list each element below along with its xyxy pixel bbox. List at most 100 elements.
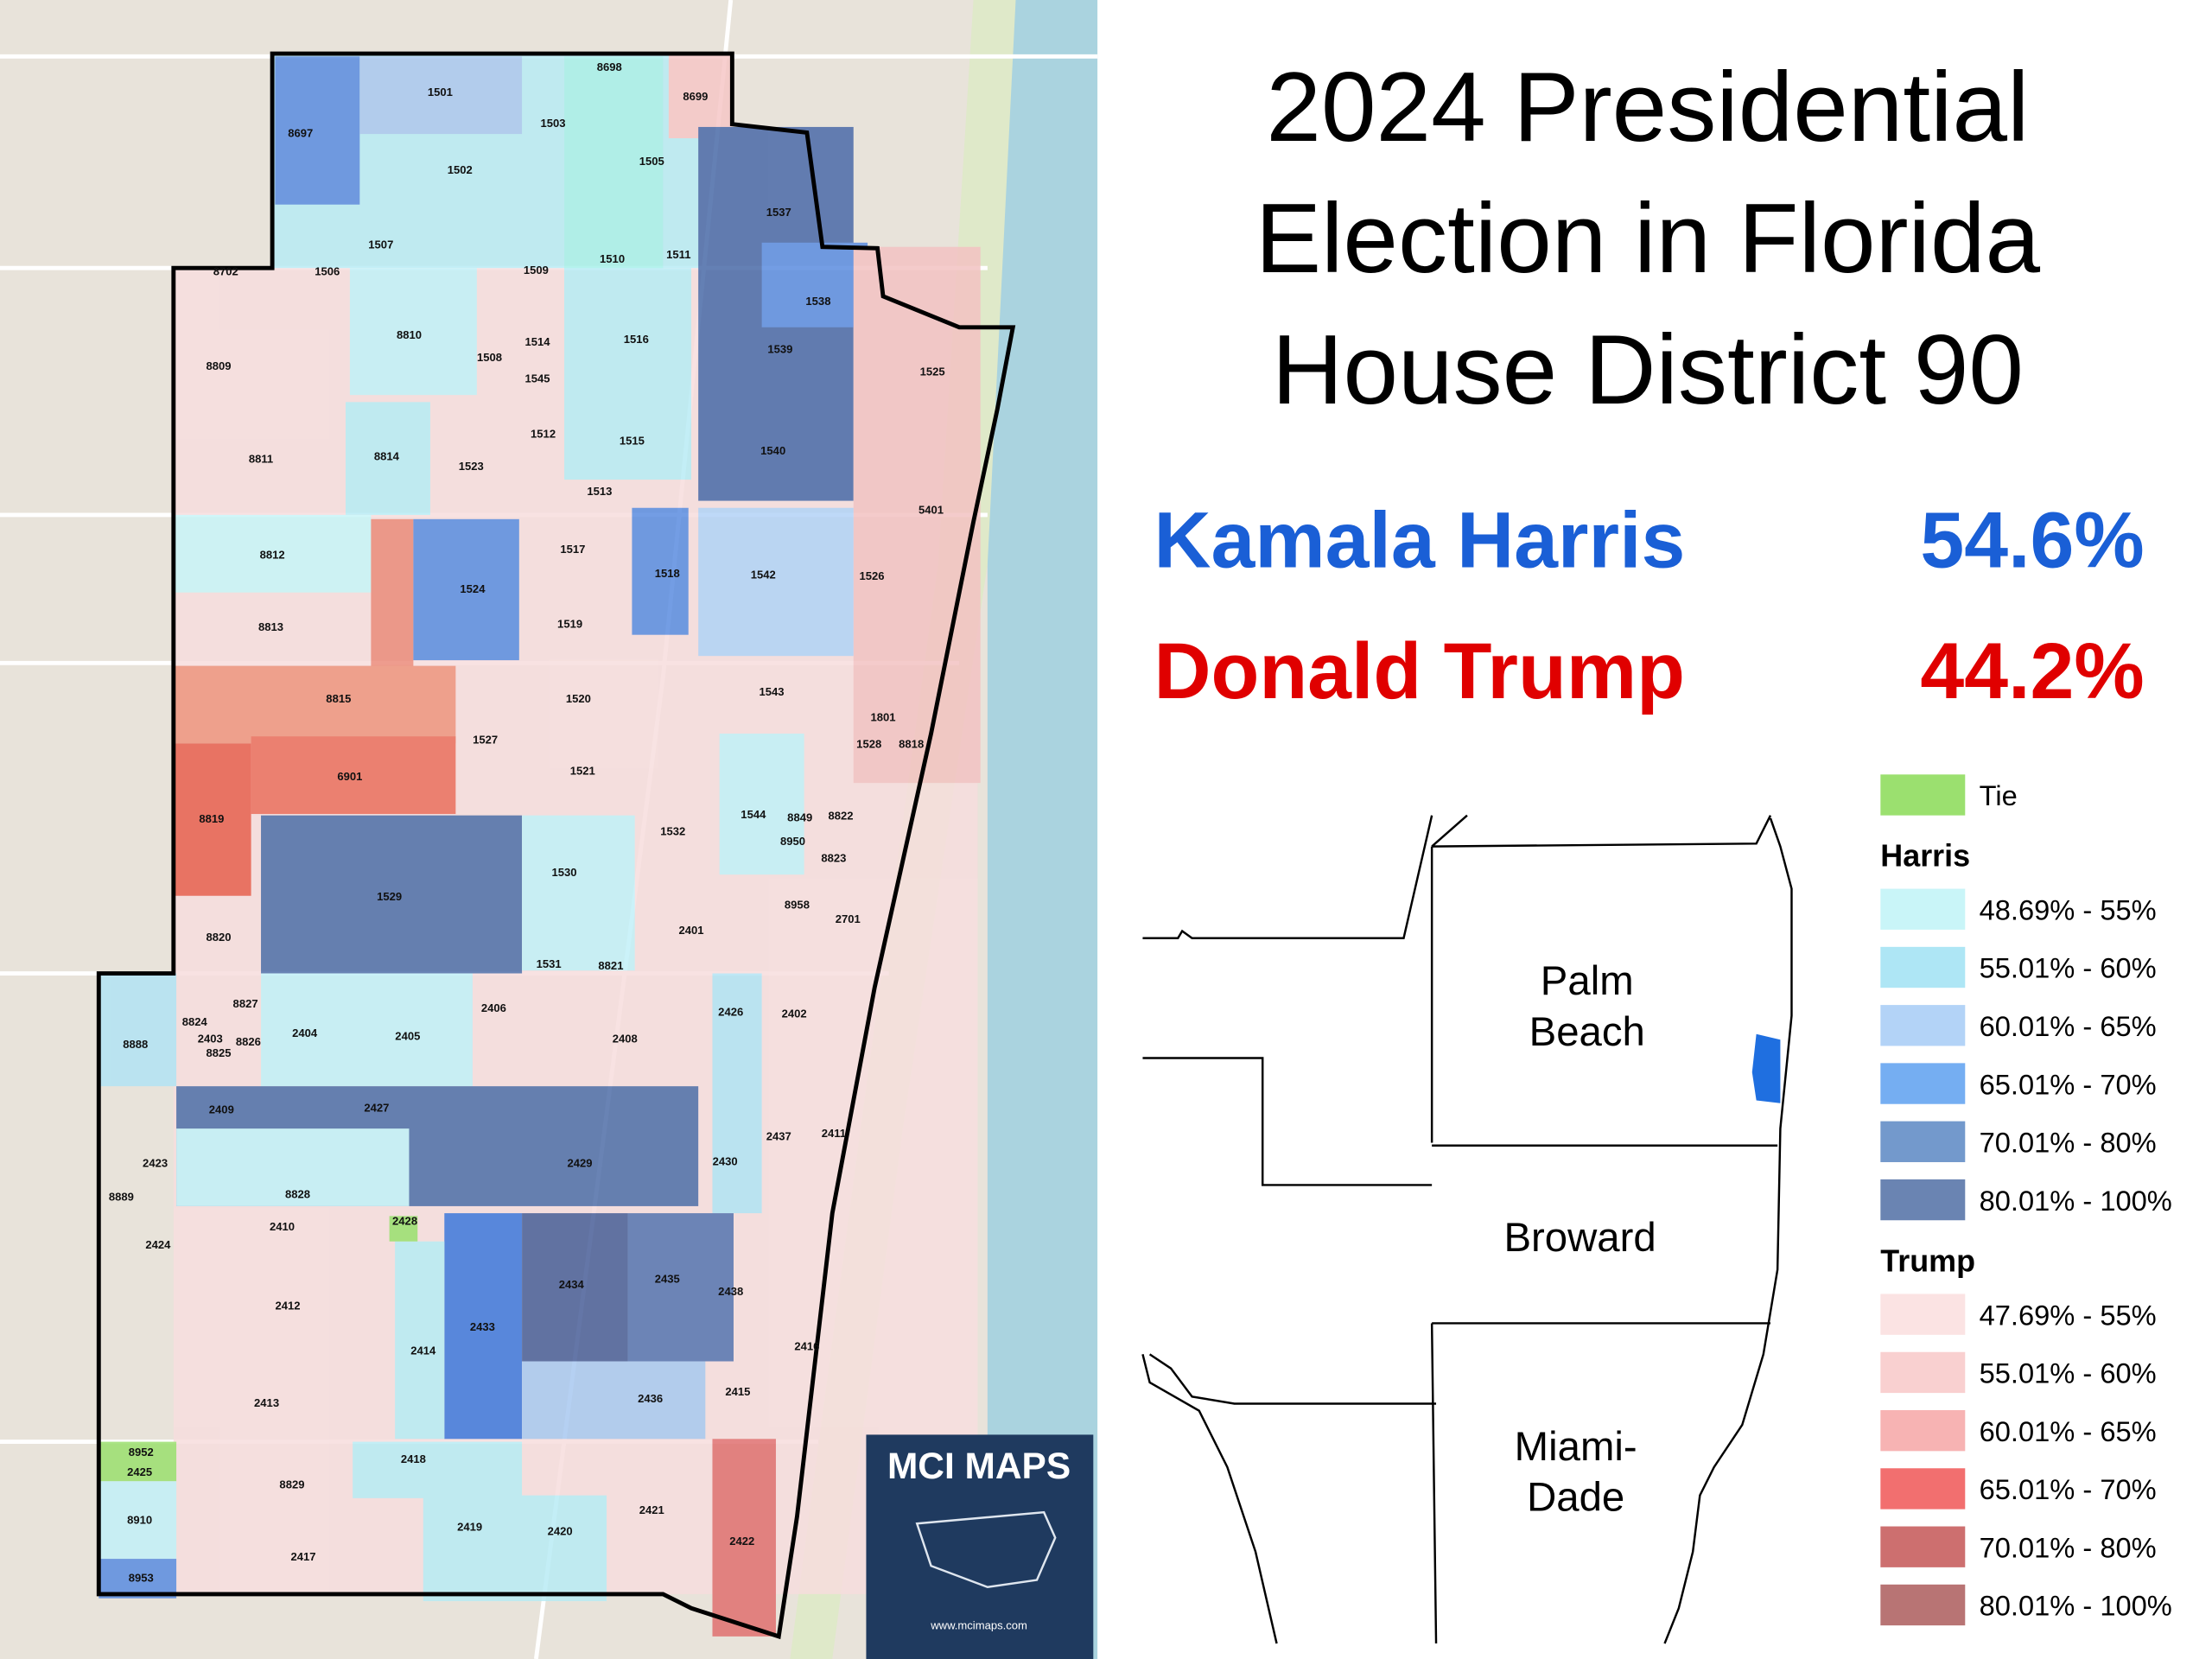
precinct-label: 2434 [559,1278,585,1291]
precinct-label: 2417 [291,1550,316,1563]
precinct-label: 1502 [448,163,473,176]
precinct-label: 8824 [182,1015,208,1028]
precinct-label: 1521 [570,765,595,778]
legend-label: 80.01% - 100% [1980,1590,2172,1622]
precinct-label: 8828 [285,1187,310,1200]
legend-heading: Trump [1880,1243,1975,1278]
precinct-label: 2429 [568,1156,593,1169]
legend-swatch [1880,1351,1966,1394]
legend-swatch [1880,1121,1966,1162]
precinct-label: 1530 [552,866,577,879]
precinct-label: 2426 [718,1006,743,1019]
precinct-label: 8702 [213,265,238,278]
precinct-label: 2410 [270,1220,295,1233]
legend-label: 55.01% - 60% [1980,1357,2157,1389]
precinct-label: 8889 [109,1191,134,1204]
legend-label: 70.01% - 80% [1980,1531,2157,1563]
precinct-label: 8812 [260,549,285,562]
legend-swatch [1880,1584,1966,1626]
legend-label: 70.01% - 80% [1980,1127,2157,1159]
precinct-label: 1503 [540,117,565,130]
precinct-label: 1532 [660,825,685,838]
precinct-label: 1514 [525,335,551,348]
precinct-label: 8825 [207,1046,232,1059]
precinct-label: 6901 [337,770,362,783]
legend-label: 60.01% - 65% [1980,1010,2157,1042]
precinct-label: 8829 [279,1478,304,1491]
legend-swatch [1880,946,1966,988]
precinct-label: 1507 [368,238,393,251]
precinct-label: 2701 [836,912,861,925]
precinct-label: 2425 [127,1465,152,1478]
precinct-label: 1543 [760,685,785,698]
title-line: 2024 Presidential [1266,53,2029,162]
precinct-label: 1801 [871,710,896,723]
precinct-labels: 1501 8698 8699 8697 1503 1502 1505 1537 1510 1511… [109,60,945,1585]
precinct-label: 2436 [638,1392,663,1405]
results: Kamala Harris 54.6% Donald Trump 44.2% [1154,496,2145,715]
precinct-label: 1544 [741,808,766,821]
candidate-percent: 54.6% [1920,496,2144,584]
precinct-label: 2435 [655,1272,680,1285]
precinct-label: 1508 [477,351,502,364]
legend-swatch [1880,1410,1966,1452]
precinct-label: 8826 [236,1035,261,1048]
precinct-label: 8697 [288,127,313,140]
precinct-label: 1531 [537,957,562,970]
precinct-label: 8820 [207,931,232,944]
precinct-label: 8950 [780,835,805,848]
precinct-label: 8815 [326,692,351,705]
precinct-label: 2403 [198,1033,223,1046]
precinct-label: 8953 [129,1571,154,1584]
precinct-label: 1524 [460,582,486,595]
precinct-label: 8888 [123,1038,148,1051]
precinct-label: 1510 [600,252,625,265]
precinct-label: 1538 [805,295,830,308]
precinct-label: 1513 [587,485,612,498]
county-label: Miami- [1515,1424,1637,1470]
precinct-label: 2418 [401,1452,426,1465]
legend-label: 65.01% - 70% [1980,1068,2157,1100]
legend-swatch [1880,774,1966,816]
precinct-label: 8698 [597,60,622,73]
precinct-label: 2424 [145,1238,171,1251]
precinct-label: 8818 [899,737,924,750]
precinct-label: 1509 [524,264,549,276]
logo-url: www.mcimaps.com [930,1619,1027,1632]
precinct-label: 1527 [473,734,498,747]
precinct-label: 2413 [254,1396,279,1409]
precinct-label: 1529 [377,890,402,903]
precinct-label: 1517 [560,543,585,556]
precinct-label: 8822 [829,810,854,823]
precinct-label: 2438 [718,1285,743,1298]
county-label: Dade [1527,1475,1624,1521]
precinct-label: 1526 [859,569,884,582]
precinct-label: 8958 [785,899,810,912]
county-label: Beach [1529,1009,1645,1055]
legend-swatch [1880,1005,1966,1046]
precinct-label: 1511 [666,248,690,261]
precinct-label: 8811 [249,453,273,466]
florida-inset [1141,814,1793,1644]
precinct-label: 2401 [678,924,703,937]
legend-swatch [1880,1526,1966,1567]
info-panel [1097,0,2212,1659]
county-label: Broward [1503,1215,1656,1261]
precinct-label: 1506 [315,265,340,278]
precinct-label: 2428 [392,1214,417,1227]
precinct-label: 2437 [766,1129,791,1142]
precinct-label: 1540 [760,444,785,457]
candidate-name: Kamala Harris [1154,496,1686,584]
legend-swatch [1880,1179,1966,1221]
precinct-label: 2406 [481,1001,506,1014]
legend-swatch [1880,888,1966,930]
legend-heading: Harris [1880,837,1970,873]
precinct-label: 2421 [639,1503,664,1516]
legend-swatch [1880,1468,1966,1510]
precinct-label: 8823 [821,852,846,865]
precinct-label: 2411 [822,1127,846,1140]
precinct-label: 5401 [918,503,944,516]
precinct-label: 1545 [525,372,550,385]
